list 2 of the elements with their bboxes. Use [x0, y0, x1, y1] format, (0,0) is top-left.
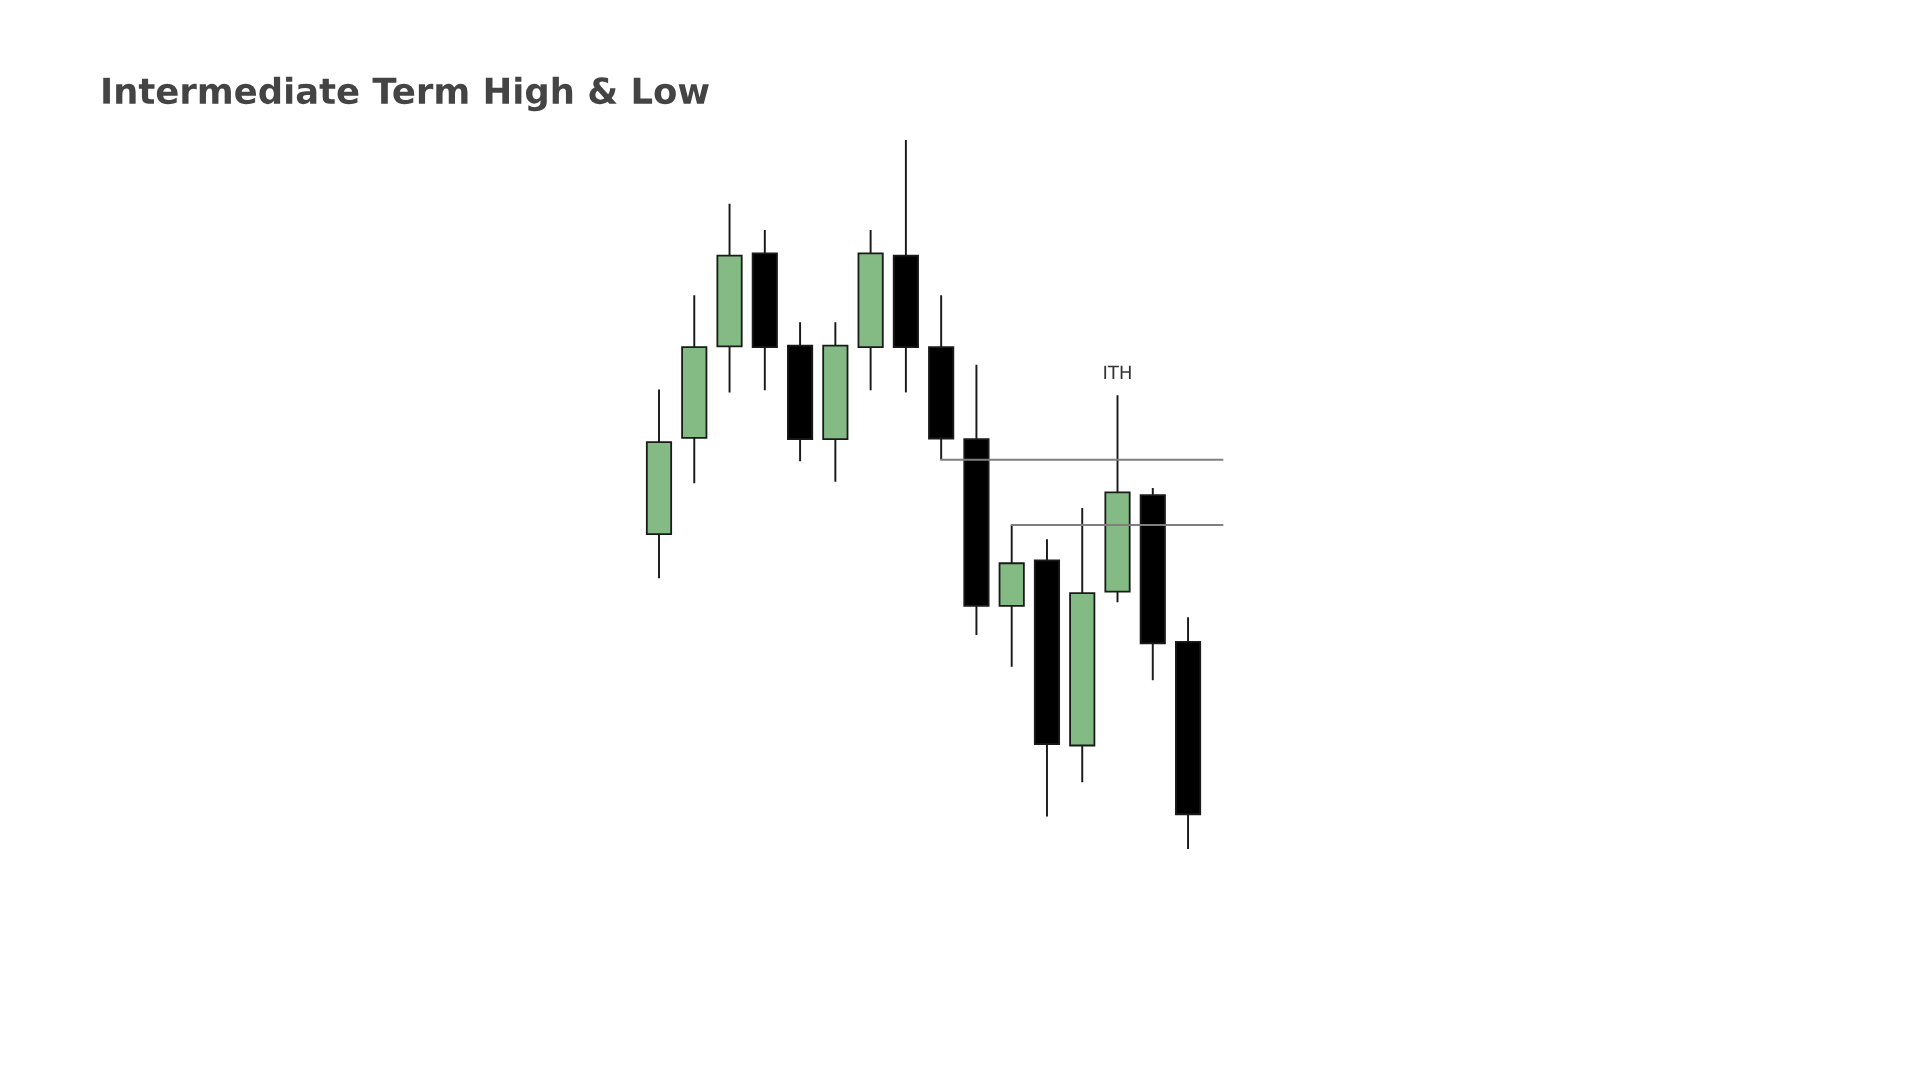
chart-title: Intermediate Term High & Low [103, 76, 709, 112]
annotation: ITH [1104, 365, 1131, 379]
